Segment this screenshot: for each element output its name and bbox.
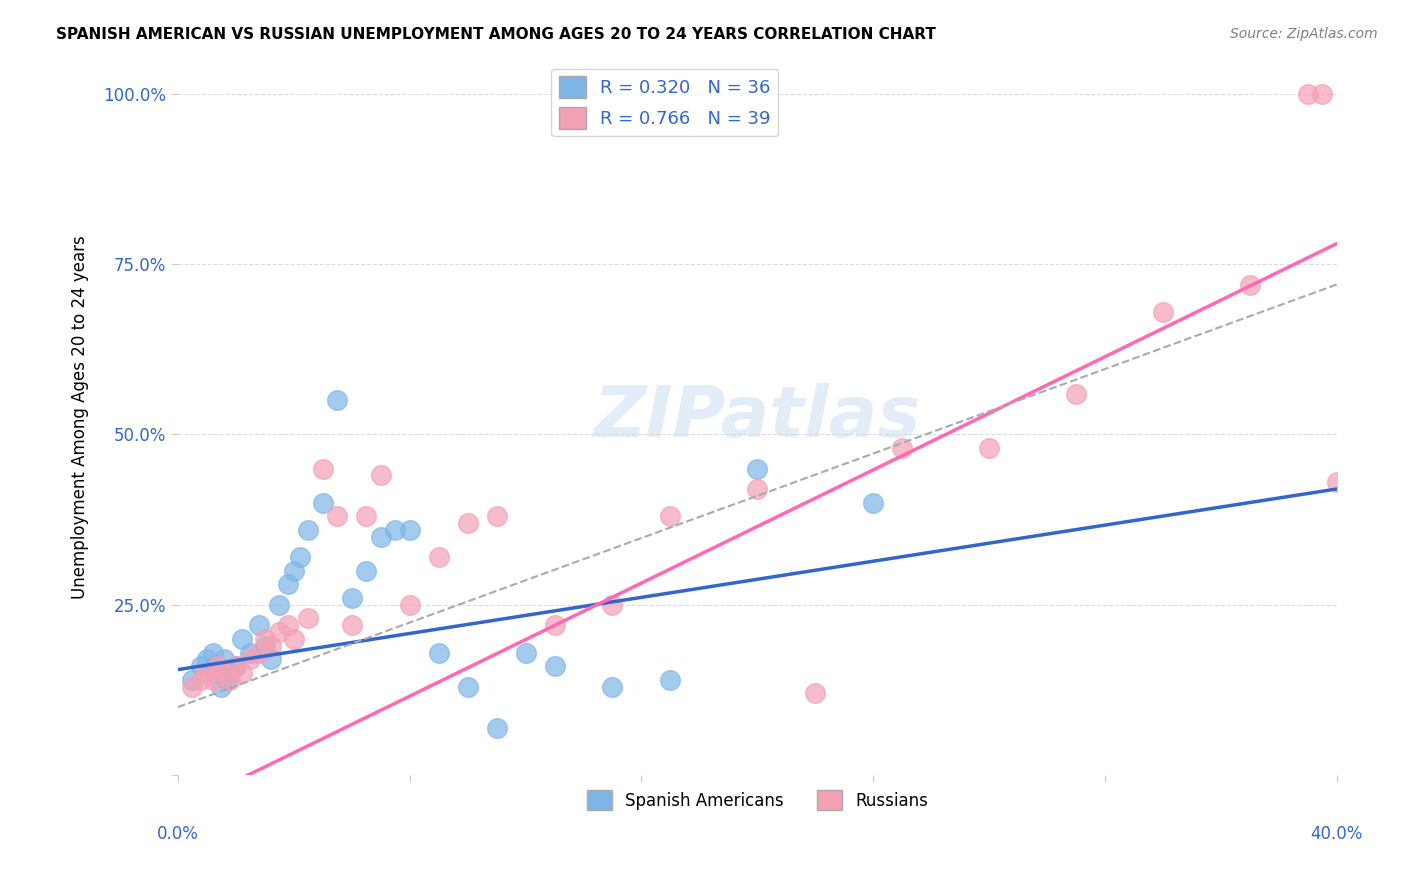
Point: [277, 618, 299, 632]
Point: [326, 393, 349, 408]
Point: [288, 550, 311, 565]
Point: [659, 673, 682, 687]
Point: [398, 523, 420, 537]
Point: [247, 646, 270, 660]
Point: [297, 523, 319, 537]
Point: [370, 468, 392, 483]
Point: [862, 495, 884, 509]
Point: [354, 509, 377, 524]
Text: ZIPatlas: ZIPatlas: [593, 383, 921, 452]
Point: [747, 482, 769, 496]
Point: [269, 625, 291, 640]
Point: [340, 618, 363, 632]
Point: [247, 618, 270, 632]
Point: [201, 646, 224, 660]
Point: [231, 665, 253, 680]
Point: [370, 530, 392, 544]
Point: [231, 632, 253, 646]
Text: Source: ZipAtlas.com: Source: ZipAtlas.com: [1230, 27, 1378, 41]
Point: [239, 652, 262, 666]
Text: SPANISH AMERICAN VS RUSSIAN UNEMPLOYMENT AMONG AGES 20 TO 24 YEARS CORRELATION C: SPANISH AMERICAN VS RUSSIAN UNEMPLOYMENT…: [56, 27, 936, 42]
Point: [225, 659, 247, 673]
Point: [190, 659, 212, 673]
Y-axis label: Unemployment Among Ages 20 to 24 years: Unemployment Among Ages 20 to 24 years: [72, 235, 89, 599]
Point: [207, 659, 229, 673]
Point: [543, 659, 565, 673]
Point: [457, 516, 479, 530]
Point: [427, 646, 450, 660]
Point: [427, 550, 450, 565]
Point: [253, 639, 276, 653]
Point: [181, 680, 204, 694]
Point: [219, 665, 242, 680]
Point: [214, 652, 236, 666]
Point: [312, 461, 335, 475]
Point: [1296, 87, 1319, 101]
Point: [297, 611, 319, 625]
Point: [181, 673, 204, 687]
Point: [259, 652, 281, 666]
Point: [239, 646, 262, 660]
Point: [253, 632, 276, 646]
Legend: Spanish Americans, Russians: Spanish Americans, Russians: [579, 783, 935, 817]
Point: [201, 673, 224, 687]
Point: [219, 673, 242, 687]
Point: [1152, 305, 1174, 319]
Point: [354, 564, 377, 578]
Text: 40.0%: 40.0%: [1310, 825, 1362, 843]
Text: 0.0%: 0.0%: [157, 825, 198, 843]
Point: [283, 564, 305, 578]
Point: [804, 686, 827, 700]
Point: [747, 461, 769, 475]
Point: [1310, 87, 1333, 101]
Point: [1326, 475, 1348, 490]
Point: [312, 495, 335, 509]
Point: [1064, 386, 1087, 401]
Point: [195, 652, 218, 666]
Point: [217, 673, 239, 687]
Point: [977, 441, 1000, 455]
Point: [485, 721, 508, 735]
Point: [340, 591, 363, 605]
Point: [259, 639, 281, 653]
Point: [204, 665, 226, 680]
Point: [602, 680, 624, 694]
Point: [269, 598, 291, 612]
Point: [543, 618, 565, 632]
Point: [277, 577, 299, 591]
Point: [209, 680, 232, 694]
Point: [195, 665, 218, 680]
Point: [602, 598, 624, 612]
Point: [225, 659, 247, 673]
Point: [283, 632, 305, 646]
Point: [515, 646, 537, 660]
Point: [1239, 277, 1261, 292]
Point: [214, 665, 236, 680]
Point: [190, 673, 212, 687]
Point: [326, 509, 349, 524]
Point: [457, 680, 479, 694]
Point: [659, 509, 682, 524]
Point: [384, 523, 406, 537]
Point: [891, 441, 914, 455]
Point: [398, 598, 420, 612]
Point: [485, 509, 508, 524]
